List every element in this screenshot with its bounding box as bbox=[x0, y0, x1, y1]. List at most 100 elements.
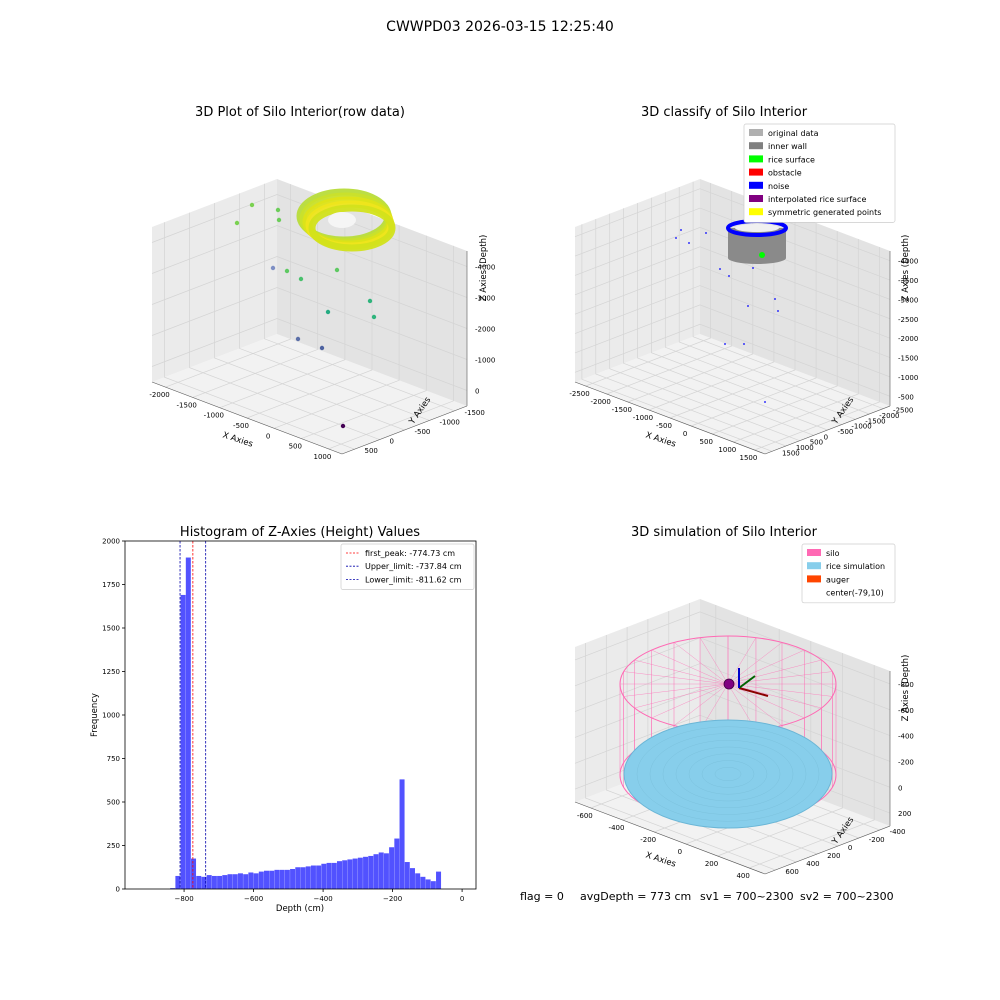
y-tick-label: 1250 bbox=[102, 668, 120, 676]
y-gridline bbox=[239, 193, 430, 421]
histogram-bar bbox=[425, 879, 431, 889]
rice-surface-mesh bbox=[636, 726, 820, 822]
classify-legend: original data inner wall rice surface obsta… bbox=[743, 123, 896, 223]
z-gridline bbox=[574, 611, 891, 685]
raw-data-point bbox=[295, 336, 301, 342]
silo-roof-line bbox=[673, 642, 729, 685]
noise-point bbox=[680, 229, 682, 231]
histogram-bar bbox=[196, 875, 202, 889]
histogram-bar bbox=[211, 875, 217, 889]
classify-x-axis-label: X Axies bbox=[644, 430, 677, 449]
silo-roof-line bbox=[727, 671, 833, 685]
raw-data-point bbox=[275, 207, 281, 213]
y-gridline bbox=[581, 224, 773, 452]
y-tick-label: -1500 bbox=[465, 409, 485, 417]
y-tick-label: 1750 bbox=[102, 581, 120, 589]
legend-frame bbox=[340, 543, 475, 590]
raw-data-x-axis-label: X Axies bbox=[221, 430, 254, 449]
z-gridline bbox=[574, 285, 891, 358]
silo-roof-line bbox=[727, 683, 833, 697]
histogram-panel: Histogram of Z-Axies (Height) Values −80… bbox=[90, 525, 477, 914]
rice-surface-mesh bbox=[649, 733, 807, 815]
z-gridline bbox=[574, 207, 891, 281]
legend-entry: obstacle bbox=[768, 169, 802, 178]
y-gridline bbox=[637, 203, 828, 431]
z-gridline bbox=[574, 265, 891, 339]
raw-data-point bbox=[284, 268, 290, 274]
histogram-y-axis-label: Frequency bbox=[90, 693, 100, 737]
silo-roof-line bbox=[651, 649, 729, 685]
x-tick-label: -1000 bbox=[633, 414, 653, 422]
x-gridline bbox=[219, 204, 346, 409]
silo-roof-line bbox=[623, 683, 729, 697]
noise-point bbox=[764, 401, 766, 403]
histogram-bar bbox=[217, 875, 223, 889]
noise-point bbox=[743, 343, 745, 345]
histogram-bar bbox=[336, 861, 343, 889]
histogram-bar bbox=[368, 855, 374, 889]
x-gridline bbox=[669, 215, 796, 419]
histogram-bar bbox=[258, 871, 264, 889]
y-gridline bbox=[189, 212, 380, 440]
x-tick-label: -2500 bbox=[569, 390, 589, 398]
histogram-bar bbox=[378, 852, 384, 889]
z-gridline bbox=[151, 225, 468, 298]
histogram-bar bbox=[430, 881, 436, 889]
histogram-bar bbox=[310, 865, 316, 889]
legend-entry: center(-79,10) bbox=[826, 589, 884, 598]
histogram-bar bbox=[175, 875, 181, 889]
z-gridline bbox=[574, 227, 891, 300]
histogram-bar bbox=[264, 870, 270, 889]
histogram-bar bbox=[373, 854, 379, 889]
auger-marker bbox=[723, 678, 735, 690]
histogram-frame bbox=[124, 540, 477, 890]
y-gridline bbox=[595, 219, 786, 447]
rice-surface-mesh bbox=[662, 740, 794, 808]
x-gridline bbox=[165, 184, 291, 388]
legend-swatch bbox=[749, 181, 763, 189]
raw-data-point bbox=[249, 202, 255, 208]
y-gridline bbox=[678, 187, 870, 415]
y-axis-line bbox=[764, 825, 891, 875]
x-axis-line bbox=[574, 801, 766, 875]
legend-entry: first_peak: -774.73 cm bbox=[365, 549, 455, 558]
legend-entry: silo bbox=[826, 549, 840, 558]
histogram-bar bbox=[436, 871, 442, 889]
silo-roof-line bbox=[727, 683, 805, 719]
y-axis-line bbox=[341, 405, 468, 455]
sv2-readout: sv2 = 700~2300 bbox=[800, 890, 894, 903]
z-gridline bbox=[574, 246, 891, 320]
y-gridline bbox=[623, 208, 814, 436]
noise-point bbox=[719, 268, 721, 270]
silo-roof-line bbox=[727, 642, 783, 685]
x-gridline bbox=[690, 223, 817, 427]
histogram-bar bbox=[383, 853, 389, 889]
legend-frame bbox=[743, 123, 896, 223]
z-tick-label: -1000 bbox=[475, 357, 495, 365]
z-tick-label: -2000 bbox=[475, 326, 495, 334]
x-gridline bbox=[328, 245, 454, 450]
ring-gap bbox=[328, 212, 356, 228]
y-tick-label: 400 bbox=[806, 860, 819, 868]
histogram-bar bbox=[305, 866, 311, 889]
raw-data-3d-panel: 3D Plot of Silo Interior(row data) -2000… bbox=[149, 105, 495, 461]
legend-entry: rice surface bbox=[768, 155, 815, 164]
simulation-z-axis-label: Z Axies (Depth) bbox=[901, 655, 911, 722]
noise-point bbox=[724, 343, 726, 345]
rice-surface-mesh bbox=[701, 760, 755, 788]
y-tick-label: -1000 bbox=[440, 418, 460, 426]
y-tick-label: 1000 bbox=[102, 712, 120, 720]
y-gridline bbox=[664, 192, 856, 420]
silo-roof-line bbox=[634, 683, 729, 709]
z-tick-label: -3000 bbox=[475, 295, 495, 303]
histogram-bar bbox=[295, 867, 301, 889]
legend-entry: interpolated rice surface bbox=[768, 195, 866, 204]
y-tick-label: -400 bbox=[890, 828, 906, 836]
classify-3d-axes-box: -2500-2000-1500-1000-5000500100015001500… bbox=[569, 179, 918, 462]
histogram-bar bbox=[326, 862, 332, 889]
histogram-bar bbox=[237, 873, 243, 889]
z-tick-label: -2000 bbox=[898, 335, 918, 343]
figure-suptitle: CWWPD03 2026-03-15 12:25:40 bbox=[386, 19, 614, 35]
z-tick-label: 0 bbox=[898, 784, 902, 792]
